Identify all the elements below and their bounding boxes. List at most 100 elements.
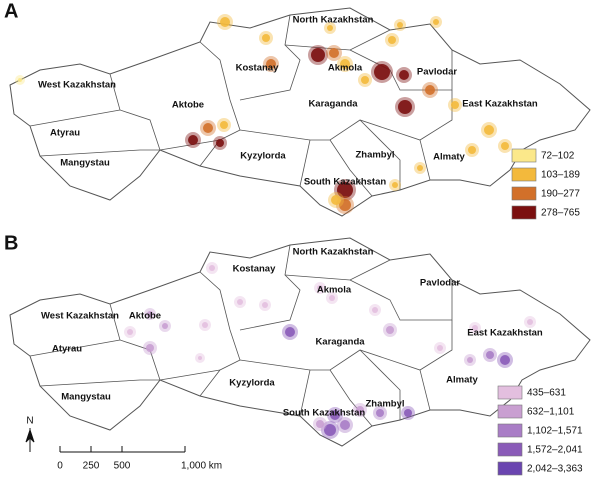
hotspot — [237, 299, 243, 305]
scale-label: 0 — [57, 461, 63, 472]
hotspot — [220, 17, 230, 27]
legend-label: 278–765 — [541, 208, 580, 219]
region-label: Atyrau — [50, 128, 80, 139]
legend-label: 103–189 — [541, 170, 580, 181]
hotspot — [262, 34, 270, 42]
region-border — [419, 369, 431, 411]
hotspot — [374, 64, 390, 80]
legend-label: 435–631 — [527, 388, 566, 399]
hotspot — [327, 25, 333, 31]
hotspot — [433, 19, 439, 25]
hotspot — [329, 48, 339, 58]
hotspot — [188, 135, 198, 145]
legend-swatch — [511, 167, 537, 182]
region-border — [109, 303, 161, 381]
scale-label: 500 — [114, 461, 131, 472]
legend-swatch — [497, 423, 523, 438]
legend-swatch — [497, 385, 523, 400]
region-label: Zhambyl — [355, 150, 394, 161]
hotspot — [220, 121, 228, 129]
region-label: Aktobe — [129, 311, 161, 322]
region-label: Kostanay — [233, 264, 276, 275]
hotspot — [376, 409, 384, 417]
region-border — [329, 139, 373, 197]
hotspot — [386, 326, 394, 334]
region-border — [39, 149, 160, 157]
north-arrow — [25, 428, 35, 452]
region-label: Pavlodar — [417, 67, 457, 78]
scale-label: 1,000 km — [181, 461, 222, 472]
hotspot — [311, 48, 325, 62]
scale-label: 250 — [83, 461, 100, 472]
hotspot — [266, 59, 276, 69]
legend-swatch — [511, 186, 537, 201]
hotspot — [372, 307, 378, 313]
legend-label: 632–1,101 — [527, 407, 575, 418]
region-label: Akmola — [328, 63, 363, 74]
hotspot — [316, 420, 324, 428]
region-border — [359, 349, 401, 420]
map-panel: North Kazakhstan Pavlodar Kostanay Akmola We… — [4, 0, 591, 220]
region-border — [239, 14, 301, 101]
hotspot — [202, 322, 208, 328]
region-border — [239, 244, 301, 331]
region-label: South Kazakhstan — [283, 408, 366, 419]
hotspot — [18, 78, 22, 82]
hotspot — [162, 323, 168, 329]
hotspot — [285, 327, 295, 337]
legend-swatch — [497, 461, 523, 476]
hotspot — [398, 100, 412, 114]
region-label: West Kazakhstan — [41, 311, 119, 322]
hotspot — [216, 139, 224, 147]
region-label: Mangystau — [61, 392, 111, 403]
hotspot — [388, 36, 396, 44]
hotspot — [317, 285, 323, 291]
hotspot — [399, 70, 409, 80]
region-label: Akmola — [317, 285, 352, 296]
region-label: Kostanay — [236, 63, 279, 74]
hotspot — [437, 345, 443, 351]
hotspot — [340, 59, 350, 69]
map-panel: North Kazakhstan Pavlodar Kostanay Akmola We… — [4, 232, 591, 476]
region-label: Atyrau — [52, 344, 82, 355]
panel-label: A — [4, 0, 18, 22]
hotspot — [392, 182, 398, 188]
legend-swatch — [511, 148, 537, 163]
region-border — [199, 271, 241, 397]
region-label: South Kazakhstan — [304, 177, 387, 188]
region-label: Mangystau — [60, 158, 110, 169]
region-border — [419, 139, 431, 181]
panel-label: B — [4, 232, 18, 254]
hotspot — [417, 165, 423, 171]
hotspot — [467, 357, 473, 363]
region-label: East Kazakhstan — [467, 328, 543, 339]
region-label: Aktobe — [172, 100, 204, 111]
region-border — [299, 369, 311, 417]
hotspot — [329, 295, 335, 301]
region-label: Almaty — [446, 375, 478, 386]
hotspot — [262, 302, 268, 308]
hotspot — [527, 319, 533, 325]
hotspot — [147, 311, 153, 317]
region-border — [329, 369, 373, 427]
region-label: Kyzylorda — [240, 151, 286, 162]
hotspot — [397, 22, 403, 28]
region-border — [29, 339, 121, 357]
hotspot — [127, 329, 133, 335]
legend-swatch — [497, 404, 523, 419]
legend-label: 1,102–1,571 — [527, 426, 583, 437]
legend-swatch — [511, 205, 537, 220]
region-border — [299, 139, 311, 187]
region-border — [349, 49, 453, 91]
region-label: West Kazakhstan — [38, 80, 116, 91]
hotspot — [451, 101, 459, 109]
hotspot — [337, 182, 353, 198]
hotspot — [500, 355, 510, 365]
region-border — [29, 109, 121, 127]
legend-label: 72–102 — [541, 151, 575, 162]
region-label: Kyzylorda — [229, 378, 275, 389]
hotspot — [330, 410, 340, 420]
region-label: Almaty — [433, 152, 465, 163]
region-border — [39, 379, 160, 387]
